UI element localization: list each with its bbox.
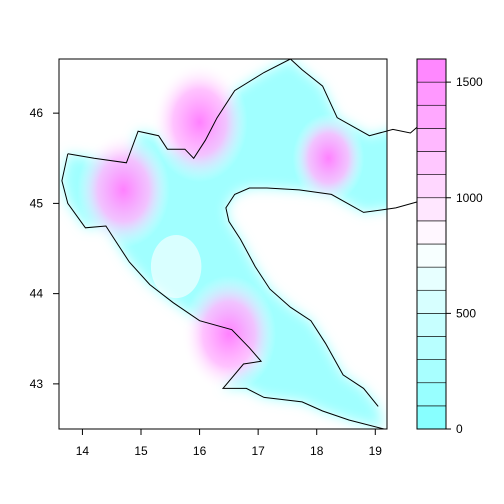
colorbar-frame [416, 58, 447, 430]
colorbar-bin [416, 220, 447, 245]
colorbar-bin [416, 313, 447, 337]
colorbar-tick-label: 1000 [456, 191, 483, 205]
colorbar-tick-label: 500 [456, 306, 476, 320]
x-tick-label: 17 [251, 444, 265, 458]
colorbar-legend: 0 500 1000 1500 [416, 58, 483, 436]
x-tick-label: 15 [134, 444, 148, 458]
border-line [67, 58, 438, 164]
colorbar-bin [416, 197, 447, 222]
colorbar-bin [416, 128, 447, 152]
y-tick-label: 45 [30, 196, 44, 210]
x-axis: 14 15 16 17 18 19 [76, 429, 383, 458]
colorbar-bin [416, 151, 447, 175]
colorbar-bin [416, 58, 447, 83]
colorbar-bin [416, 289, 447, 314]
colorbar-bin [416, 81, 447, 106]
hotspot-1 [151, 62, 248, 183]
hotspot-3 [292, 113, 365, 203]
x-tick-label: 16 [193, 444, 207, 458]
colorbar-bin [416, 266, 447, 291]
x-tick-label: 18 [310, 444, 324, 458]
hotspot-2 [181, 275, 276, 394]
heatmap-surface [61, 59, 387, 429]
y-tick-label: 44 [30, 287, 44, 301]
y-tick-label: 46 [30, 106, 44, 120]
colorbar-bin [416, 104, 447, 129]
interior-line [225, 187, 429, 407]
map-outlines [61, 58, 438, 430]
x-tick-label: 19 [369, 444, 383, 458]
x-tick-label: 14 [76, 444, 90, 458]
hotspot-0 [77, 132, 170, 248]
colorbar-bin [416, 382, 447, 407]
colorbar-tick-label: 0 [456, 422, 463, 436]
colorbar-tick-label: 1500 [456, 75, 483, 89]
plot-frame [58, 58, 388, 430]
colorbar-bin [416, 359, 447, 384]
y-axis: 43 44 45 46 [30, 106, 59, 391]
hotspot-4 [150, 234, 202, 299]
colorbar-bin [416, 243, 447, 268]
coast-line [61, 153, 385, 430]
y-tick-label: 43 [30, 377, 44, 391]
colorbar-bin [416, 174, 447, 199]
colorbar-bin [416, 405, 447, 430]
colorbar-bin [416, 336, 447, 360]
